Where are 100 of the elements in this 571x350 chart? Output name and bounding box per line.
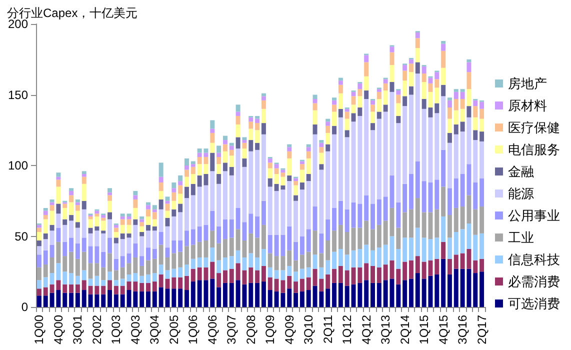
bar xyxy=(36,288,42,296)
x-tick-label: 4Q06 xyxy=(205,314,220,344)
bar xyxy=(473,106,478,118)
bar xyxy=(338,108,343,118)
bar xyxy=(216,146,222,153)
bar xyxy=(178,212,183,240)
bar xyxy=(396,202,401,228)
bar xyxy=(108,188,112,192)
bar xyxy=(172,277,176,289)
bar xyxy=(82,280,86,290)
bar xyxy=(280,170,286,173)
bar xyxy=(178,267,183,278)
bar xyxy=(447,274,452,307)
bar xyxy=(326,144,330,152)
bar xyxy=(312,110,318,124)
bar xyxy=(178,277,183,289)
bar xyxy=(358,89,362,96)
bar xyxy=(88,216,93,220)
bar xyxy=(306,290,311,307)
bar xyxy=(480,272,484,307)
bar xyxy=(268,162,272,168)
bar xyxy=(306,181,311,230)
bar xyxy=(460,98,465,109)
legend-label: 必需消费 xyxy=(508,274,560,289)
bar xyxy=(210,120,215,129)
bar xyxy=(146,216,150,225)
bar xyxy=(447,215,452,238)
bar xyxy=(390,82,394,92)
y-tick-label: 100 xyxy=(8,158,28,172)
bar xyxy=(56,214,61,228)
bar xyxy=(184,230,189,246)
bar xyxy=(312,94,318,99)
bar xyxy=(184,186,189,198)
bar xyxy=(326,260,330,274)
bar xyxy=(376,224,382,248)
bar xyxy=(408,238,414,260)
bar xyxy=(75,205,80,211)
bar xyxy=(114,294,118,307)
bar xyxy=(338,248,343,266)
bar xyxy=(480,141,484,178)
bar xyxy=(447,100,452,108)
bar xyxy=(473,260,478,274)
bar xyxy=(69,292,74,307)
bar xyxy=(422,74,426,82)
bar xyxy=(36,240,42,246)
bar xyxy=(261,108,266,124)
bar xyxy=(236,116,240,124)
bar xyxy=(319,164,324,170)
bar xyxy=(300,268,304,279)
bar xyxy=(222,270,228,283)
bar xyxy=(140,226,144,232)
bar xyxy=(441,96,446,150)
bar xyxy=(383,79,388,84)
bar xyxy=(158,182,164,191)
bar xyxy=(396,103,401,116)
bar xyxy=(364,280,369,307)
bar xyxy=(210,152,215,172)
bar xyxy=(255,238,260,258)
bar xyxy=(229,219,234,238)
bar xyxy=(216,226,222,244)
bar xyxy=(268,186,272,235)
bar xyxy=(447,258,452,274)
bar xyxy=(210,230,215,248)
bar xyxy=(222,239,228,258)
bar xyxy=(338,80,343,85)
bar xyxy=(178,252,183,268)
bar xyxy=(255,150,260,216)
bar xyxy=(120,233,125,240)
bar xyxy=(62,284,68,293)
bar xyxy=(376,98,382,112)
bar xyxy=(447,142,452,188)
bar xyxy=(222,257,228,270)
bar xyxy=(287,158,292,176)
bar xyxy=(306,174,311,182)
bar xyxy=(480,178,484,207)
bar xyxy=(415,62,420,74)
bar xyxy=(364,244,369,264)
bar xyxy=(300,182,304,190)
bar xyxy=(306,158,311,174)
x-tick-label: 4Q12 xyxy=(359,314,374,344)
bar xyxy=(82,209,86,238)
bar xyxy=(306,277,311,290)
bar xyxy=(422,66,426,74)
bar xyxy=(229,146,234,150)
bar xyxy=(370,123,375,130)
bar xyxy=(152,230,157,249)
bar xyxy=(158,232,164,245)
bar xyxy=(133,190,138,196)
bar xyxy=(319,142,324,148)
bar xyxy=(222,151,228,163)
bar xyxy=(402,96,408,106)
bar xyxy=(158,162,164,177)
bar xyxy=(454,268,458,307)
bar xyxy=(140,222,144,226)
bar xyxy=(62,242,68,256)
bar xyxy=(294,242,298,260)
bar xyxy=(172,216,176,240)
bar xyxy=(152,205,157,210)
bar xyxy=(402,238,408,262)
bar xyxy=(152,258,157,274)
